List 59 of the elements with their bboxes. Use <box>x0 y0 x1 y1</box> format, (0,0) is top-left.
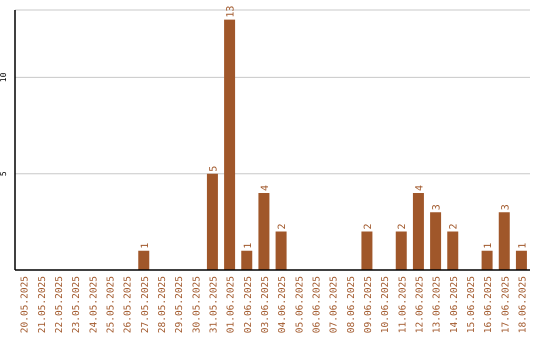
x-tick-label: 23.05.2025 <box>71 276 82 334</box>
data-label: 1 <box>140 242 151 249</box>
x-tick-label: 31.05.2025 <box>208 276 220 334</box>
x-tick-label: 12.06.2025 <box>414 276 426 334</box>
bar <box>447 231 458 270</box>
x-tick-label: 16.06.2025 <box>483 276 494 334</box>
y-tick-label: 10 <box>0 72 8 82</box>
data-label: 2 <box>362 223 374 230</box>
x-tick-label: 21.05.2025 <box>36 276 48 334</box>
data-label: 2 <box>448 223 460 230</box>
bar <box>258 192 270 270</box>
x-tick-label: 15.06.2025 <box>466 276 477 334</box>
data-label: 1 <box>517 242 528 249</box>
x-tick-label: 04.06.2025 <box>277 276 288 334</box>
x-tick-label: 14.06.2025 <box>448 276 460 334</box>
x-tick-label: 28.05.2025 <box>156 276 168 334</box>
data-label: 1 <box>483 242 494 249</box>
x-tick-label: 27.05.2025 <box>140 276 151 334</box>
bar <box>516 250 527 270</box>
x-tick-label: 05.06.2025 <box>294 276 306 334</box>
data-label: 4 <box>260 184 271 191</box>
x-tick-label: 01.06.2025 <box>226 276 237 334</box>
data-label: 3 <box>432 204 443 210</box>
bar <box>276 231 287 270</box>
x-tick-label: 18.06.2025 <box>517 276 528 334</box>
bar <box>430 212 442 270</box>
bar <box>396 231 407 270</box>
x-tick-label: 08.06.2025 <box>346 276 357 334</box>
x-tick-label: 25.05.2025 <box>105 276 116 334</box>
bar <box>361 231 372 270</box>
x-tick-label: 03.06.2025 <box>260 276 271 334</box>
data-label: 1 <box>242 242 254 249</box>
x-tick-label: 30.05.2025 <box>191 276 202 334</box>
x-tick-label: 24.05.2025 <box>88 276 100 334</box>
bar <box>224 20 236 270</box>
x-tick-label: 29.05.2025 <box>174 276 186 334</box>
x-tick-label: 17.06.2025 <box>500 276 512 334</box>
bar <box>498 212 510 270</box>
x-tick-label: 26.05.2025 <box>122 276 134 334</box>
data-label: 5 <box>208 166 220 172</box>
x-tick-label: 07.06.2025 <box>328 276 340 334</box>
bar <box>482 250 493 270</box>
x-tick-label: 20.05.2025 <box>20 276 31 334</box>
x-tick-label: 11.06.2025 <box>397 276 408 334</box>
x-tick-label: 06.06.2025 <box>311 276 322 334</box>
x-tick-label: 10.06.2025 <box>380 276 392 334</box>
data-label: 4 <box>414 184 426 191</box>
data-label: 13 <box>226 6 237 18</box>
x-tick-label: 09.06.2025 <box>362 276 374 334</box>
bar <box>206 174 218 270</box>
bar <box>412 192 424 270</box>
data-label: 2 <box>397 223 408 230</box>
bar <box>241 250 252 270</box>
data-label: 3 <box>500 204 512 210</box>
x-tick-label: 02.06.2025 <box>242 276 254 334</box>
bar <box>138 250 150 270</box>
x-tick-label: 13.06.2025 <box>432 276 443 334</box>
x-tick-label: 22.05.2025 <box>54 276 65 334</box>
data-label: 2 <box>277 223 288 230</box>
